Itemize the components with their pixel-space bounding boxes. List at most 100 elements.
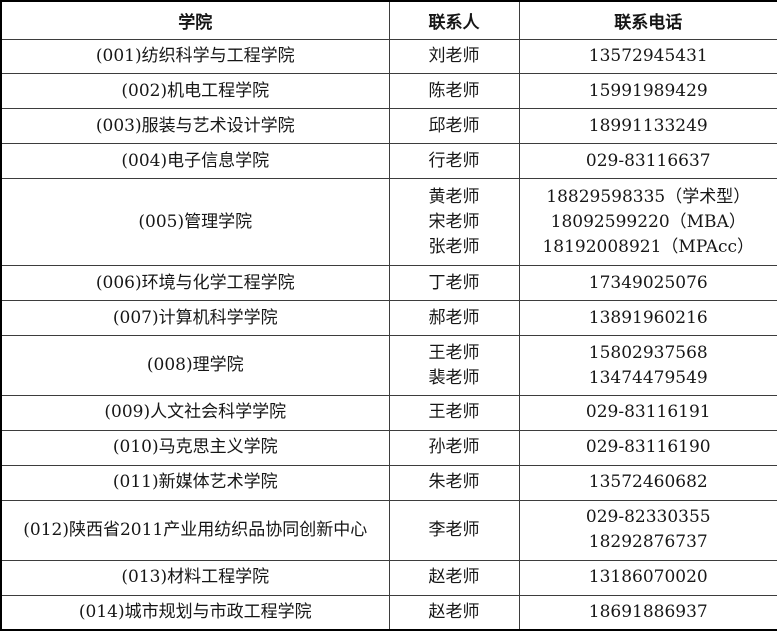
table-row: (010)马克思主义学院 孙老师 029-83116190 xyxy=(0,429,777,466)
table-row: (013)材料工程学院 赵老师 13186070020 xyxy=(0,559,777,596)
contact-cell: 黄老师 宋老师 张老师 xyxy=(388,178,520,267)
phone-cell: 029-83116637 xyxy=(518,143,777,180)
contact-cell: 孙老师 xyxy=(388,429,520,466)
college-cell: (004)电子信息学院 xyxy=(0,143,390,180)
cell-line: 18292876737 xyxy=(588,532,708,553)
cell-line: 13572460682 xyxy=(588,472,708,493)
college-cell: (001)纺织科学与工程学院 xyxy=(0,38,390,75)
header-row: 学院 联系人 联系电话 xyxy=(0,0,777,40)
cell-line: 18192008921（MPAcc） xyxy=(542,236,755,257)
cell-line: 18092599220（MBA） xyxy=(550,211,746,232)
table-row: (011)新媒体艺术学院 朱老师 13572460682 xyxy=(0,464,777,501)
table-row: (002)机电工程学院 陈老师 15991989429 xyxy=(0,73,777,110)
college-cell: (009)人文社会科学学院 xyxy=(0,395,390,431)
cell-line: 029-83116190 xyxy=(585,437,711,458)
phone-cell: 029-83116190 xyxy=(518,429,777,466)
cell-line: (010)马克思主义学院 xyxy=(112,437,278,458)
cell-line: 黄老师 xyxy=(428,186,480,207)
cell-line: 宋老师 xyxy=(428,211,480,232)
phone-cell: 13572460682 xyxy=(518,464,777,501)
college-cell: (007)计算机科学学院 xyxy=(0,300,390,337)
table-row: (003)服装与艺术设计学院 邱老师 18991133249 xyxy=(0,108,777,145)
cell-line: 13572945431 xyxy=(588,45,708,66)
phone-cell: 18691886937 xyxy=(518,594,777,631)
cell-line: 李老师 xyxy=(428,519,480,540)
phone-cell: 13891960216 xyxy=(518,300,777,337)
cell-line: 陈老师 xyxy=(428,80,480,101)
college-cell: (003)服装与艺术设计学院 xyxy=(0,108,390,145)
college-cell: (002)机电工程学院 xyxy=(0,73,390,110)
phone-cell: 029-83116191 xyxy=(518,395,777,431)
cell-line: 13474479549 xyxy=(588,367,708,388)
cell-line: 18691886937 xyxy=(588,601,708,622)
college-cell: (010)马克思主义学院 xyxy=(0,429,390,466)
college-cell: (012)陕西省2011产业用纺织品协同创新中心 xyxy=(0,499,390,561)
phone-cell: 18991133249 xyxy=(518,108,777,145)
cell-line: (007)计算机科学学院 xyxy=(112,307,278,328)
table-row: (009)人文社会科学学院 王老师 029-83116191 xyxy=(0,395,777,431)
cell-line: 13186070020 xyxy=(588,567,708,588)
col-header-college: 学院 xyxy=(0,0,390,40)
phone-cell: 18829598335（学术型） 18092599220（MBA） 18192008… xyxy=(518,178,777,267)
contact-cell: 郝老师 xyxy=(388,300,520,337)
cell-line: 18991133249 xyxy=(588,115,708,136)
phone-cell: 15991989429 xyxy=(518,73,777,110)
cell-line: 邱老师 xyxy=(428,115,480,136)
contact-cell: 王老师 xyxy=(388,395,520,431)
cell-line: 孙老师 xyxy=(428,437,480,458)
cell-line: (004)电子信息学院 xyxy=(121,150,270,171)
cell-line: 赵老师 xyxy=(428,601,480,622)
contact-cell: 赵老师 xyxy=(388,594,520,631)
contact-cell: 朱老师 xyxy=(388,464,520,501)
phone-cell: 13572945431 xyxy=(518,38,777,75)
contact-cell: 王老师 裴老师 xyxy=(388,335,520,397)
college-cell: (011)新媒体艺术学院 xyxy=(0,464,390,501)
college-cell: (013)材料工程学院 xyxy=(0,559,390,596)
table-row: (006)环境与化学工程学院 丁老师 17349025076 xyxy=(0,265,777,302)
phone-cell: 17349025076 xyxy=(518,265,777,302)
cell-line: 13891960216 xyxy=(588,307,708,328)
table-header: 学院 联系人 联系电话 xyxy=(0,0,777,40)
cell-line: (001)纺织科学与工程学院 xyxy=(95,45,295,66)
cell-line: (003)服装与艺术设计学院 xyxy=(95,115,295,136)
contact-cell: 邱老师 xyxy=(388,108,520,145)
table-row: (014)城市规划与市政工程学院 赵老师 18691886937 xyxy=(0,594,777,631)
cell-line: 029-83116637 xyxy=(585,150,711,171)
cell-line: (014)城市规划与市政工程学院 xyxy=(78,601,312,622)
cell-line: (002)机电工程学院 xyxy=(121,80,270,101)
table-row: (008)理学院 王老师 裴老师 15802937568 13474479549 xyxy=(0,335,777,397)
col-header-contact: 联系人 xyxy=(388,0,520,40)
col-header-phone: 联系电话 xyxy=(518,0,777,40)
table-row: (001)纺织科学与工程学院 刘老师 13572945431 xyxy=(0,38,777,75)
contact-cell: 刘老师 xyxy=(388,38,520,75)
college-cell: (008)理学院 xyxy=(0,335,390,397)
contact-cell: 行老师 xyxy=(388,143,520,180)
cell-line: (009)人文社会科学学院 xyxy=(104,402,287,423)
cell-line: (011)新媒体艺术学院 xyxy=(112,472,278,493)
cell-line: 15991989429 xyxy=(588,80,708,101)
college-cell: (005)管理学院 xyxy=(0,178,390,267)
cell-line: (013)材料工程学院 xyxy=(121,567,270,588)
cell-line: 029-83116191 xyxy=(585,402,711,423)
table-row: (007)计算机科学学院 郝老师 13891960216 xyxy=(0,300,777,337)
contact-cell: 陈老师 xyxy=(388,73,520,110)
phone-cell: 13186070020 xyxy=(518,559,777,596)
cell-line: 029-82330355 xyxy=(585,507,711,528)
cell-line: 赵老师 xyxy=(428,567,480,588)
phone-cell: 029-82330355 18292876737 xyxy=(518,499,777,561)
cell-line: 刘老师 xyxy=(428,45,480,66)
cell-line: (005)管理学院 xyxy=(138,211,253,232)
phone-cell: 15802937568 13474479549 xyxy=(518,335,777,397)
table-row: (005)管理学院 黄老师 宋老师 张老师 18829598335（学术型） 180925… xyxy=(0,178,777,267)
cell-line: 15802937568 xyxy=(588,342,708,363)
cell-line: 王老师 xyxy=(428,402,480,423)
cell-line: (006)环境与化学工程学院 xyxy=(95,272,295,293)
contact-cell: 丁老师 xyxy=(388,265,520,302)
cell-line: 裴老师 xyxy=(428,367,480,388)
cell-line: 17349025076 xyxy=(588,272,708,293)
cell-line: (008)理学院 xyxy=(146,355,244,376)
cell-line: 张老师 xyxy=(428,236,480,257)
contact-cell: 赵老师 xyxy=(388,559,520,596)
